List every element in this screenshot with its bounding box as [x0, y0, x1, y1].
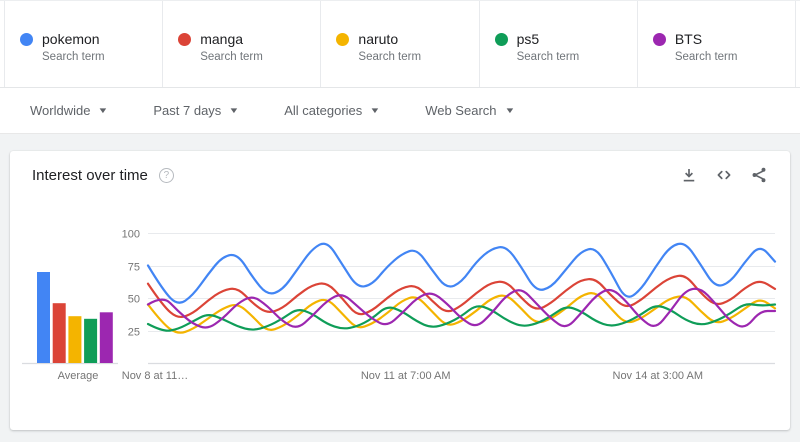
x-tick-label: Nov 8 at 11…	[122, 370, 188, 382]
filter-label: Past 7 days	[153, 103, 222, 118]
chevron-down-icon: ▼	[228, 106, 240, 115]
x-tick-label: Nov 11 at 7:00 AM	[361, 370, 451, 382]
average-label: Average	[58, 370, 99, 382]
term-sublabel: Search term	[200, 51, 263, 63]
term-sublabel: Search term	[42, 51, 105, 63]
download-icon[interactable]	[680, 166, 698, 184]
filter-worldwide[interactable]: Worldwide ▼	[30, 103, 109, 118]
naruto-color-dot	[336, 33, 350, 46]
term-card-pokemon[interactable]: pokemon Search term	[4, 1, 162, 87]
term-label: naruto	[358, 31, 399, 47]
term-sublabel: Search term	[358, 51, 422, 63]
interest-over-time-card: Interest over time ? 25 50 75 100 Average Nov…	[10, 151, 790, 430]
term-label: BTS	[674, 31, 703, 47]
average-bar-pokemon[interactable]	[37, 272, 50, 363]
y-tick-label: 100	[122, 229, 140, 241]
series-line-bts[interactable]	[146, 287, 777, 329]
term-label: manga	[200, 31, 244, 47]
filter-label: Worldwide	[30, 103, 91, 118]
chart-actions	[680, 166, 768, 184]
average-bar-bts[interactable]	[99, 312, 113, 363]
term-card-bts[interactable]: BTS Search term	[636, 1, 797, 87]
filters-bar: Worldwide ▼ Past 7 days ▼ All categories ▼ Web…	[0, 88, 800, 134]
average-bar-ps5[interactable]	[84, 318, 98, 363]
series-line-ps5[interactable]	[146, 303, 777, 332]
chart-card-header: Interest over time ?	[10, 151, 790, 184]
manga-color-dot	[178, 33, 192, 46]
filter-web-search[interactable]: Web Search ▼	[425, 103, 516, 118]
term-card-ps5[interactable]: ps5 Search term	[478, 1, 637, 87]
help-icon[interactable]: ?	[158, 167, 174, 183]
search-terms-bar: pokemon Search term manga Search term naruto…	[0, 0, 800, 88]
ps5-color-dot	[494, 33, 508, 46]
chevron-down-icon: ▼	[369, 106, 381, 115]
chart-title: Interest over time	[32, 166, 148, 184]
term-card-naruto[interactable]: naruto Search term	[320, 1, 478, 87]
average-bar-manga[interactable]	[52, 303, 66, 363]
series-line-naruto[interactable]	[146, 292, 777, 334]
chevron-down-icon: ▼	[97, 106, 109, 115]
share-icon[interactable]	[750, 166, 768, 184]
chevron-down-icon: ▼	[503, 106, 516, 115]
filter-label: Web Search	[425, 103, 497, 118]
series-line-manga[interactable]	[146, 274, 777, 319]
series-line-pokemon[interactable]	[146, 242, 777, 304]
term-label: pokemon	[42, 31, 100, 47]
term-card-manga[interactable]: manga Search term	[162, 1, 320, 87]
pokemon-color-dot	[20, 33, 33, 46]
average-bar-naruto[interactable]	[68, 316, 82, 363]
x-tick-label: Nov 14 at 3:00 AM	[613, 370, 704, 382]
interest-over-time-chart[interactable]: 25 50 75 100 Average Nov 8 at 11… Nov 11 at 7:…	[10, 191, 790, 407]
y-tick-label: 25	[128, 327, 140, 339]
term-sublabel: Search term	[516, 51, 580, 63]
filter-label: All categories	[284, 103, 363, 118]
term-label: ps5	[516, 31, 540, 47]
filter-past-7-days[interactable]: Past 7 days ▼	[153, 103, 240, 118]
embed-icon[interactable]	[715, 166, 733, 184]
term-sublabel: Search term	[674, 51, 738, 63]
y-tick-label: 75	[128, 262, 140, 274]
y-tick-label: 50	[128, 294, 140, 306]
filter-all-categories[interactable]: All categories ▼	[284, 103, 381, 118]
bts-color-dot	[652, 33, 666, 46]
